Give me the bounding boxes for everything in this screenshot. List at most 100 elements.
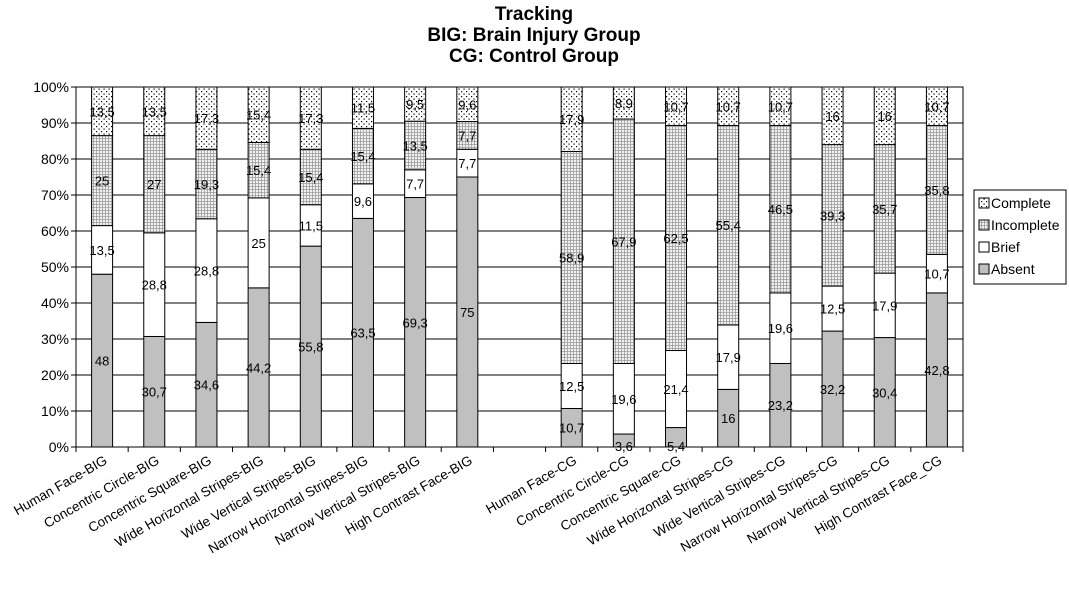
chart-title-line-2: BIG: Brain Injury Group <box>427 25 640 46</box>
data-label-absent: 32,2 <box>820 382 845 397</box>
data-label-incomplete: 27 <box>147 177 161 192</box>
data-label-complete: 15,4 <box>246 108 271 123</box>
y-axis: 0% 10% 20% 30% 40% 50% 60% 70% 80% 90% 100% <box>33 79 76 455</box>
data-label-complete: 10,7 <box>716 99 741 114</box>
data-labels: 48 13,5 25 13,5 30,7 28,8 27 13,5 34,6 28,8 19,3 17… <box>89 96 949 454</box>
y-tick-label: 70% <box>41 187 69 203</box>
data-label-brief: 19,6 <box>611 392 636 407</box>
bar-segment-complete <box>351 86 374 129</box>
y-tick-label: 40% <box>41 295 69 311</box>
data-label-brief: 10,7 <box>924 267 949 282</box>
data-label-absent: 16 <box>721 411 735 426</box>
data-label-brief: 25 <box>251 236 265 251</box>
data-label-brief: 12,5 <box>820 302 845 317</box>
chart-title: Tracking BIG: Brain Injury Group CG: Con… <box>427 4 640 67</box>
legend-swatch-brief <box>978 241 990 253</box>
chart-title-line-1: Tracking <box>495 4 573 25</box>
data-label-complete: 13,5 <box>89 104 114 119</box>
data-label-incomplete: 46,5 <box>768 202 793 217</box>
legend-swatch-incomplete <box>978 219 990 231</box>
data-label-incomplete: 25 <box>95 174 109 189</box>
data-label-absent: 34,6 <box>194 378 219 393</box>
data-label-absent: 30,4 <box>872 385 897 400</box>
data-label-incomplete: 15,4 <box>350 149 375 164</box>
data-label-complete: 8,9 <box>615 96 633 111</box>
legend-label-complete: Complete <box>991 195 1051 211</box>
data-label-absent: 75 <box>460 305 474 320</box>
data-label-absent: 42,8 <box>924 363 949 378</box>
data-label-incomplete: 13,5 <box>402 139 427 154</box>
data-label-brief: 13,5 <box>89 243 114 258</box>
bar-segment-complete <box>299 86 322 150</box>
data-label-incomplete: 67,9 <box>611 234 636 249</box>
data-label-incomplete: 7,7 <box>458 128 476 143</box>
data-label-brief: 11,5 <box>299 218 323 233</box>
y-tick-label: 10% <box>41 403 69 419</box>
data-label-complete: 13,5 <box>142 104 167 119</box>
data-label-incomplete: 58,9 <box>559 250 584 265</box>
data-label-absent: 63,5 <box>350 326 375 341</box>
bar-segment-complete <box>195 86 218 150</box>
legend-label-brief: Brief <box>991 239 1020 255</box>
bar-segment-complete <box>717 86 740 127</box>
data-label-brief: 28,8 <box>142 278 167 293</box>
bar-segment-complete <box>873 86 896 146</box>
data-label-absent: 10,7 <box>559 421 584 436</box>
chart-title-line-3: CG: Control Group <box>449 46 619 67</box>
legend-swatch-absent <box>978 263 990 275</box>
bar-segment-complete <box>925 86 948 127</box>
data-label-complete: 11,5 <box>351 101 375 116</box>
data-label-brief: 21,4 <box>663 382 688 397</box>
y-tick-label: 60% <box>41 223 69 239</box>
data-label-brief: 19,6 <box>768 321 793 336</box>
data-label-absent: 23,2 <box>768 398 793 413</box>
bar-segment-complete <box>247 86 270 143</box>
data-label-brief: 28,8 <box>194 264 219 279</box>
data-label-complete: 10,7 <box>663 99 688 114</box>
data-label-incomplete: 35,7 <box>872 202 897 217</box>
data-label-brief: 17,9 <box>716 350 741 365</box>
y-tick-label: 20% <box>41 367 69 383</box>
data-label-incomplete: 15,4 <box>298 170 323 185</box>
data-label-absent: 48 <box>95 354 109 369</box>
legend: Complete Incomplete Brief Absent <box>973 189 1067 285</box>
data-label-brief: 7,7 <box>406 177 424 192</box>
data-label-absent: 5,4 <box>667 439 685 454</box>
data-label-brief: 9,6 <box>354 194 372 209</box>
bar-segment-complete <box>612 86 635 120</box>
data-label-incomplete: 62,5 <box>663 231 688 246</box>
data-label-absent: 55,8 <box>298 340 323 355</box>
bar-segment-complete <box>404 86 427 122</box>
bar-segment-complete <box>821 86 844 146</box>
y-tick-label: 0% <box>49 439 69 455</box>
data-label-absent: 3,6 <box>615 439 633 454</box>
data-label-brief: 17,9 <box>872 298 897 313</box>
bar-segment-complete <box>143 86 166 137</box>
y-tick-label: 90% <box>41 115 69 131</box>
bars <box>91 86 948 448</box>
data-label-complete: 10,7 <box>924 99 949 114</box>
legend-label-incomplete: Incomplete <box>991 217 1060 233</box>
bar-segment-complete <box>560 86 583 152</box>
bar-segment-complete <box>665 86 688 127</box>
bar-segment-complete <box>769 86 792 127</box>
data-label-absent: 69,3 <box>402 315 427 330</box>
data-label-complete: 17,3 <box>298 111 323 126</box>
data-label-absent: 44,2 <box>246 360 271 375</box>
data-label-complete: 17,9 <box>559 112 584 127</box>
legend-swatch-complete <box>978 197 990 209</box>
data-label-complete: 9,6 <box>458 97 476 112</box>
data-label-incomplete: 35,8 <box>924 183 949 198</box>
y-tick-label: 50% <box>41 259 69 275</box>
data-label-incomplete: 55,4 <box>716 218 741 233</box>
data-label-complete: 10,7 <box>768 99 793 114</box>
data-label-brief: 7,7 <box>458 156 476 171</box>
data-label-complete: 9,5 <box>406 97 424 112</box>
data-label-complete: 16 <box>825 109 839 124</box>
legend-label-absent: Absent <box>991 261 1035 277</box>
data-label-complete: 16 <box>878 109 892 124</box>
bar-segment-complete <box>456 86 479 123</box>
data-label-absent: 30,7 <box>142 385 167 400</box>
